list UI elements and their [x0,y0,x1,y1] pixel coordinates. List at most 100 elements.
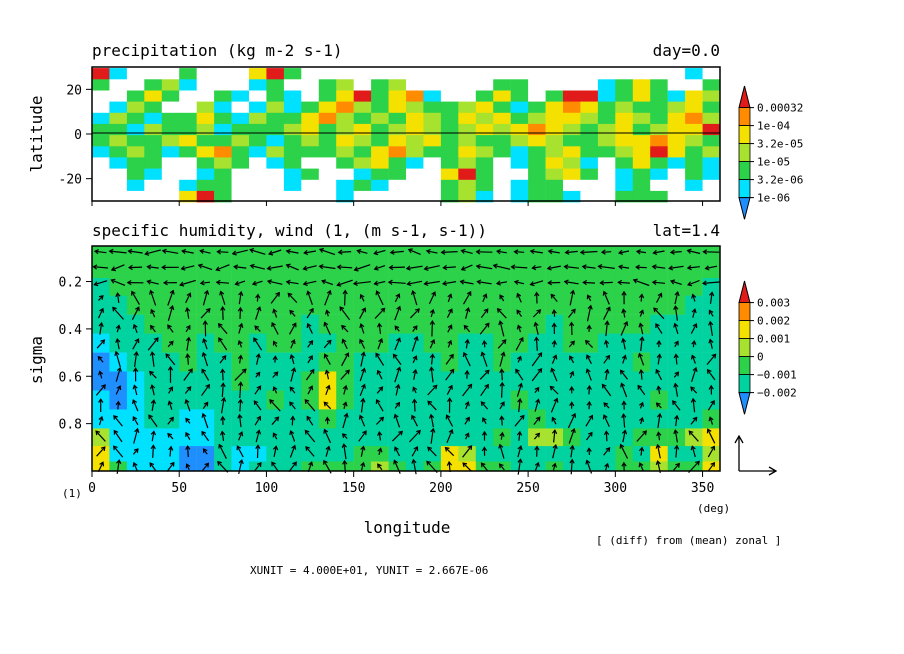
precip-cell [231,123,250,136]
wind-arrow [691,446,696,458]
precip-cell [685,168,703,181]
wind-arrow-head [336,264,342,270]
wind-arrow [319,265,336,270]
precip-cell [161,79,180,91]
humidity-cell [685,352,703,372]
humidity-cell [126,390,145,410]
wind-arrow-head [289,309,295,315]
wind-arrow [132,399,139,412]
wind-arrow-head [499,294,504,300]
precip-cell [179,101,197,114]
wind-arrow-head [411,290,417,296]
wind-arrow-head [499,368,505,374]
precip-cell [109,135,128,147]
wind-arrow [669,265,684,269]
wind-arrow [427,384,438,396]
wind-arrow-head [221,355,227,360]
wind-arrow-head [205,383,210,389]
wind-arrow-head [150,308,156,314]
wind-arrow-head [116,366,122,372]
wind-arrow-head [271,322,276,328]
humidity-colorbar-label: 0 [757,351,764,364]
wind-arrow [675,445,678,458]
humidity-cell [510,261,529,279]
humidity-cell [249,261,267,279]
precip-cell [249,90,267,102]
precip-cell [196,135,215,147]
precip-cell [667,101,686,114]
precip-cell [475,179,494,192]
precip-cell [109,190,128,203]
precip-cell [493,157,511,169]
humidity-cell [353,333,372,353]
wind-arrow [133,462,138,472]
precip-cell [528,68,546,80]
wind-arrow-head [462,462,468,468]
wind-arrow [182,250,194,254]
wind-arrow-head [318,264,324,270]
precip-cell [685,157,703,169]
wind-arrow [532,309,541,318]
precip-cell [580,123,599,136]
wind-arrow-head [219,430,226,436]
wind-arrow [341,325,349,333]
humidity-cell [667,246,686,262]
wind-arrow [672,400,681,411]
wind-arrow-head [516,355,522,361]
wind-arrow [583,281,596,284]
precip-colorbar-label: 1e-06 [757,192,790,205]
wind-arrow-head [324,416,331,422]
wind-arrow [306,308,314,319]
precip-cell [266,168,285,181]
precip-cell [702,190,721,203]
humidity-lat-label: lat=1.4 [653,221,720,240]
wind-arrow [374,249,386,255]
humidity-cell [371,261,389,279]
wind-arrow-head [186,292,192,298]
wind-arrow-head [550,293,556,299]
wind-arrow [461,264,473,271]
wind-arrow [569,355,575,364]
humidity-cell [214,246,232,262]
wind-arrow-head [353,266,359,272]
precip-cell [109,90,128,102]
humidity-cell [231,261,250,279]
wind-arrow-head [360,397,366,403]
humidity-cell [301,314,319,334]
precip-cell [685,123,703,136]
precip-cell [650,101,668,114]
wind-arrow-head [704,265,710,271]
precip-cell [440,112,459,125]
wind-arrow [167,324,174,333]
wind-arrow-head [149,289,155,295]
wind-arrow-head [674,340,679,346]
wind-arrow [341,352,349,367]
wind-arrow [424,265,440,270]
wind-arrow [655,293,662,303]
humidity-cell [388,428,407,447]
precip-cell [563,90,581,102]
wind-arrow-head [579,249,585,256]
precip-cell [371,112,389,125]
wind-arrow [703,281,720,284]
wind-arrow-head [144,250,150,256]
wind-arrow-head [619,369,625,375]
precip-cell [179,79,197,91]
humidity-cell [423,295,442,315]
humidity-cell [266,371,285,391]
humidity-cell [702,446,721,462]
wind-arrow [707,462,715,472]
wind-arrow-head [167,365,174,371]
precip-cell [92,68,110,80]
wind-arrow-head [517,445,523,451]
humidity-cell [563,390,581,410]
precip-cell [371,135,389,147]
corner-label: (1) [62,487,82,500]
wind-arrow [269,399,281,412]
wind-arrow-head [306,290,312,296]
humidity-colorbar-swatch [738,356,751,376]
precip-cell [528,112,546,125]
wind-arrow [184,386,192,394]
wind-arrow [238,291,242,305]
wind-arrow [180,279,196,286]
